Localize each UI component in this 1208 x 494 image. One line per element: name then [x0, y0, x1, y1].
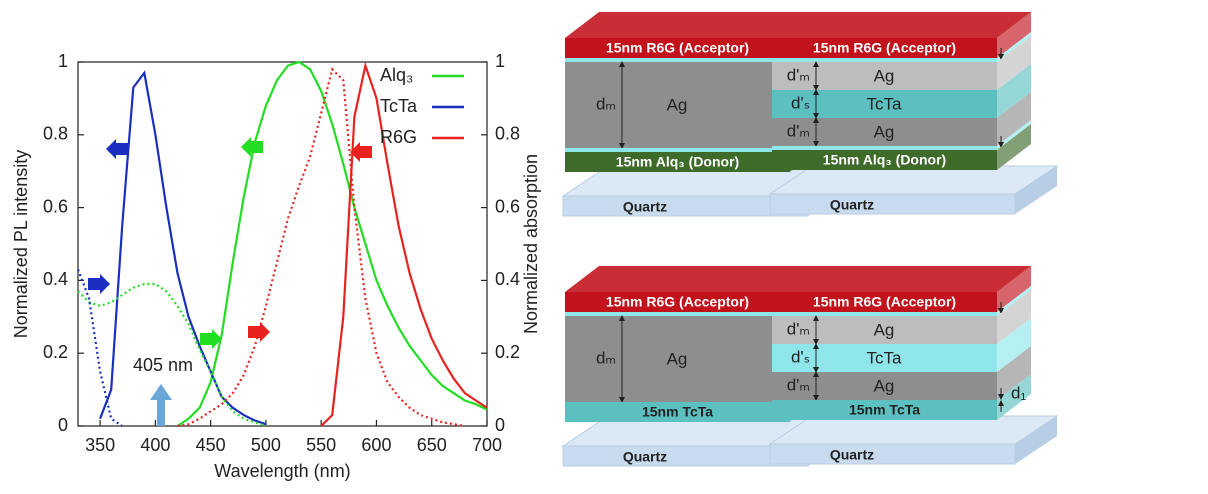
x-tick-label: 350: [85, 435, 115, 455]
dimension-label: d'ₛ: [791, 93, 810, 112]
substrate-label: Quartz: [830, 447, 874, 463]
layer-label: 15nm Alq₃ (Donor): [616, 154, 739, 170]
layer-label: 15nm R6G (Acceptor): [606, 294, 749, 310]
substrate-label: Quartz: [623, 199, 667, 215]
y-axis-label: Normalized PL intensity: [11, 150, 31, 338]
substrate-label: Quartz: [623, 449, 667, 465]
layer-front: [565, 58, 790, 62]
substrate-label: Quartz: [830, 197, 874, 213]
y-tick-label: 0: [58, 415, 68, 435]
layer-label: Ag: [874, 66, 895, 85]
y2-tick-label: 0.6: [495, 196, 520, 216]
dimension-label: dₘ: [596, 94, 616, 113]
layer-label: Ag: [874, 320, 895, 339]
y-tick-label: 0.8: [43, 124, 68, 144]
excitation-arrow: [150, 384, 172, 426]
x-axis-label: Wavelength (nm): [214, 461, 350, 481]
layer-front: [565, 148, 790, 152]
layer-label: Ag: [874, 376, 895, 395]
dimension-label: d'ₘ: [787, 375, 810, 394]
x-tick-label: 550: [306, 435, 336, 455]
x-tick-label: 500: [251, 435, 281, 455]
y2-tick-label: 0.2: [495, 342, 520, 362]
direction-arrow: [248, 322, 270, 342]
direction-arrow: [88, 274, 110, 294]
layer-top: [772, 266, 1031, 292]
y2-tick-label: 0.8: [495, 124, 520, 144]
layer-label: 15nm TcTa: [849, 402, 920, 418]
substrate-front: [770, 444, 1015, 464]
legend-label: TcTa: [380, 96, 418, 116]
layer-label: TcTa: [867, 348, 903, 367]
substrate-front: [770, 194, 1015, 214]
layer-label: 15nm R6G (Acceptor): [813, 40, 956, 56]
x-tick-label: 700: [472, 435, 502, 455]
layer-front: [772, 146, 997, 150]
y2-tick-label: 0: [495, 415, 505, 435]
substrate-top: [770, 166, 1057, 194]
annotation: 405 nm: [133, 355, 193, 375]
x-tick-label: 600: [361, 435, 391, 455]
dimension-label: d'ₘ: [787, 319, 810, 338]
x-tick-label: 450: [196, 435, 226, 455]
layer-label: 15nm R6G (Acceptor): [813, 294, 956, 310]
dimension-label: d'ₘ: [787, 65, 810, 84]
legend-label: R6G: [380, 127, 417, 147]
layer-label: Ag: [667, 95, 688, 114]
layer-front: [565, 312, 790, 316]
series-line: [178, 62, 488, 426]
layer-label: Ag: [874, 122, 895, 141]
layer-label: TcTa: [867, 94, 903, 113]
substrate-top: [770, 416, 1057, 444]
dimension-label: d'ₛ: [791, 347, 810, 366]
dimension-label: dₘ: [596, 348, 616, 367]
series-line: [178, 69, 465, 426]
y2-tick-label: 1: [495, 51, 505, 71]
y2-tick-label: 0.4: [495, 269, 520, 289]
layer-label: Ag: [667, 349, 688, 368]
y-tick-label: 0.2: [43, 342, 68, 362]
figure: 35040045050055060065070000.20.40.60.8100…: [0, 0, 1208, 494]
x-tick-label: 650: [417, 435, 447, 455]
y-tick-label: 0.6: [43, 196, 68, 216]
layer-label: 15nm TcTa: [642, 404, 713, 420]
y-tick-label: 1: [58, 51, 68, 71]
dimension-label: d'ₘ: [787, 121, 810, 140]
layer-front: [772, 312, 997, 316]
y-tick-label: 0.4: [43, 269, 68, 289]
direction-arrow: [106, 139, 128, 159]
layer-label: 15nm R6G (Acceptor): [606, 40, 749, 56]
layer-top: [772, 12, 1031, 38]
x-tick-label: 400: [140, 435, 170, 455]
layer-front: [772, 58, 997, 62]
dimension-label: d₁: [1011, 383, 1026, 402]
legend-label: Alq₃: [380, 65, 413, 85]
layer-label: 15nm Alq₃ (Donor): [823, 152, 946, 168]
y2-axis-label: Normalized absorption: [521, 154, 541, 334]
